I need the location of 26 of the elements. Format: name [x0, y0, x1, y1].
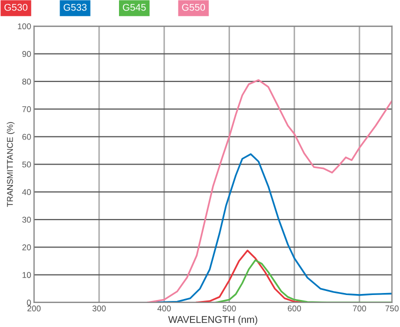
- y-tick-label: 20: [22, 244, 31, 250]
- text: G530: [4, 4, 28, 11]
- x-tick-label: 600: [288, 305, 301, 312]
- line-series: [147, 79, 392, 302]
- x-tick-label: 300: [92, 305, 106, 312]
- y-tick-label: 90: [22, 50, 31, 57]
- y-tick-label: 50: [22, 162, 31, 168]
- y-tick-label: 40: [22, 189, 31, 196]
- y-tick-label: 70: [22, 106, 31, 112]
- x-tick-label: 700: [352, 305, 366, 312]
- text: G533: [64, 4, 87, 11]
- y-tick-label: 60: [22, 134, 31, 140]
- x-tick-label: 200: [27, 305, 41, 312]
- y-tick-label: 100: [18, 23, 31, 30]
- text: G550: [182, 4, 206, 11]
- line-series: [215, 259, 392, 302]
- y-tick-label: 10: [22, 272, 31, 278]
- y-tick-label: 0: [26, 300, 31, 306]
- x-axis-title: WAVELENGTH (nm): [168, 316, 258, 325]
- y-axis-title: TRANSMITTANCE (%): [6, 122, 15, 207]
- y-tick-label: 80: [22, 78, 31, 85]
- y-tick-label: 30: [22, 216, 31, 223]
- x-tick-label: 400: [157, 305, 171, 312]
- x-tick-label: 500: [222, 305, 236, 312]
- x-tick-label: 750: [385, 305, 399, 312]
- text: G545: [122, 4, 146, 11]
